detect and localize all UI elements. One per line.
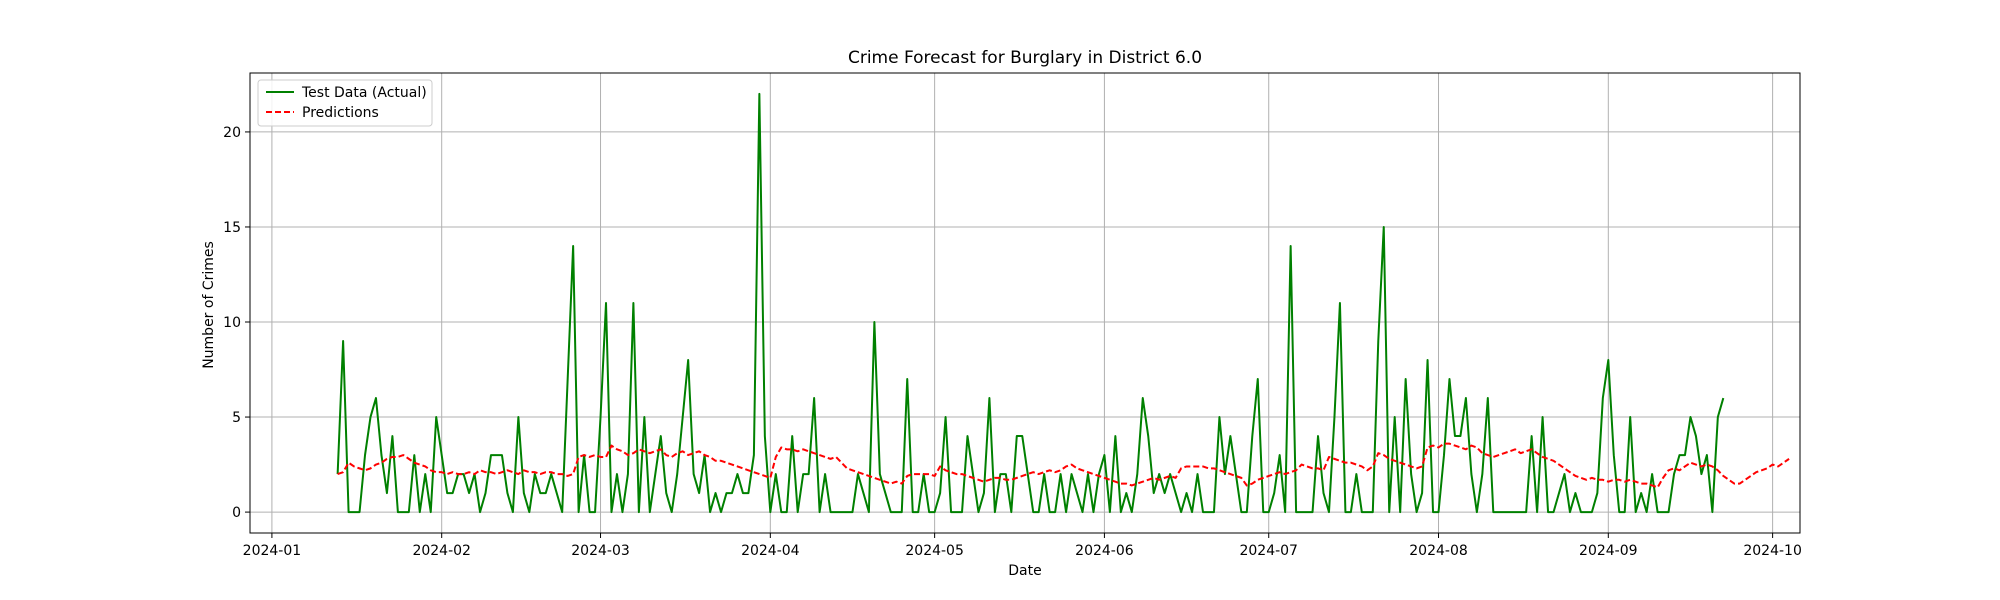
legend-label-predictions: Predictions (302, 105, 379, 121)
series-predictions-line (337, 442, 1790, 489)
series-layer (336, 92, 1790, 514)
y-tick-label: 10 (223, 315, 241, 331)
x-tick-label: 2024-01 (243, 543, 302, 559)
y-tick-label: 0 (232, 505, 241, 521)
x-axis: 2024-01 2024-02 2024-03 2024-04 2024-05 2024-… (243, 533, 1802, 559)
x-tick-label: 2024-04 (741, 543, 800, 559)
x-tick-label: 2024-02 (412, 543, 471, 559)
legend-box (257, 79, 433, 127)
series-actual-line (336, 92, 1725, 514)
x-tick-label: 2024-03 (571, 543, 630, 559)
x-tick-label: 2024-05 (905, 543, 964, 559)
y-tick-label: 20 (223, 125, 241, 141)
legend-label-actual: Test Data (Actual) (301, 85, 427, 101)
x-tick-label: 2024-09 (1579, 543, 1638, 559)
chart-title: Crime Forecast for Burglary in District … (848, 48, 1202, 68)
x-tick-label: 2024-07 (1239, 543, 1298, 559)
x-axis-label: Date (1008, 563, 1041, 579)
grid (250, 73, 1800, 533)
x-tick-label: 2024-06 (1075, 543, 1134, 559)
plot-frame (249, 72, 1801, 534)
y-tick-label: 5 (232, 410, 241, 426)
legend: Test Data (Actual) Predictions (257, 79, 433, 127)
y-axis-label: Number of Crimes (201, 241, 217, 369)
x-tick-label: 2024-10 (1743, 543, 1802, 559)
y-tick-label: 15 (223, 220, 241, 236)
x-tick-label: 2024-08 (1409, 543, 1468, 559)
y-axis: 0 5 10 15 20 (223, 125, 250, 521)
